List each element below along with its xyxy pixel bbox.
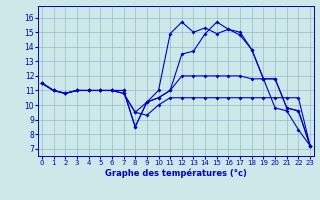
X-axis label: Graphe des températures (°c): Graphe des températures (°c) — [105, 169, 247, 178]
